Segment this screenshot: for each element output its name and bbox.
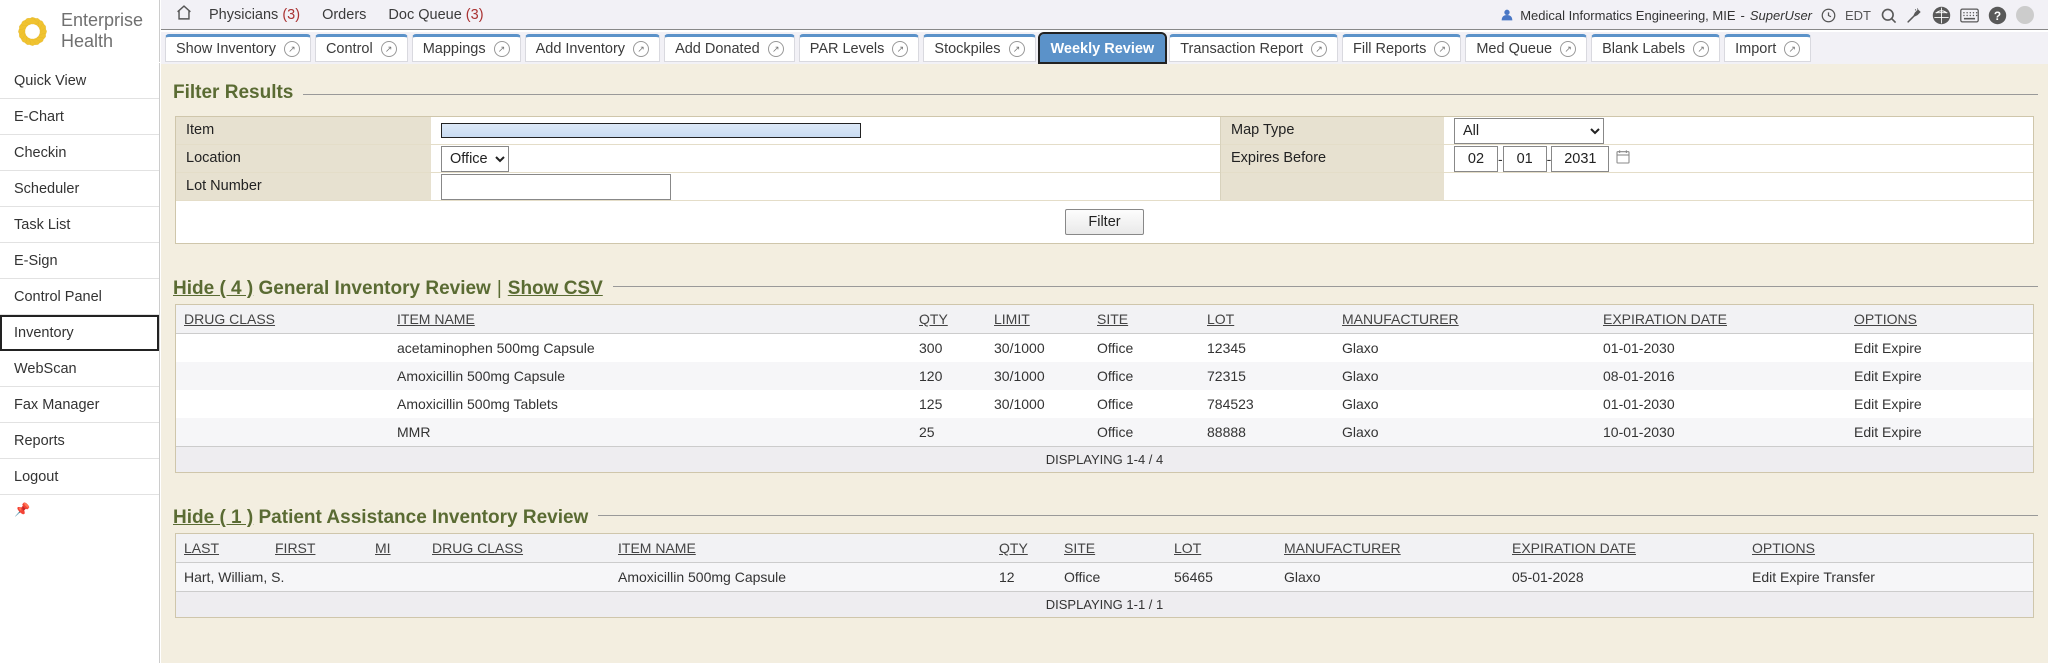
svg-text:?: ? <box>1994 8 2001 22</box>
